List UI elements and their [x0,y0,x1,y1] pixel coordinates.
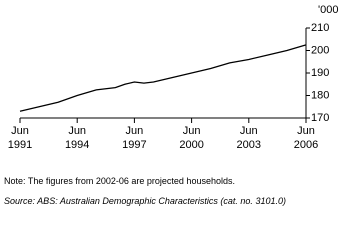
x-tick-label: Jun 1991 [7,125,33,151]
y-tick-label: 200 [311,44,329,56]
x-tick-label: Jun 2000 [179,125,204,151]
chart: '000 170 180 190 200 210 Note: The figures f… [4,4,338,206]
y-tick-label: 180 [311,89,329,101]
x-tick-label: Jun 1997 [122,125,147,151]
y-tick-label: 170 [311,112,329,124]
plot: '000 170 180 190 200 210 [19,4,338,124]
line [19,44,307,112]
y-unit-label: '000 [318,4,338,16]
x-tick-label: Jun 1994 [64,125,90,151]
y-tick-label: 190 [311,67,329,79]
source: Source: ABS: Australian Demographic Char… [4,196,286,206]
y-tick-label: 210 [311,22,329,34]
x-tick-label: Jun 2003 [236,125,262,151]
note: Note: The figures from 2002-06 are proje… [4,176,235,186]
x-tick-label: Jun 2006 [293,125,319,151]
